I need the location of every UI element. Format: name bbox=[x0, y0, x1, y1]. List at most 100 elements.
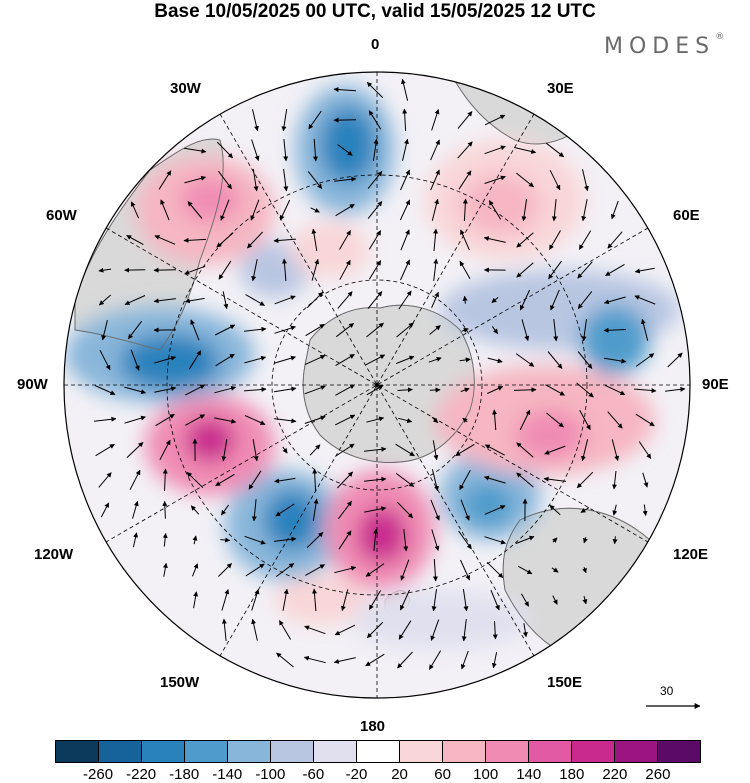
wind-vector bbox=[244, 535, 266, 545]
wind-vector bbox=[634, 267, 655, 274]
wind-vector bbox=[395, 472, 415, 488]
negative-anomaly-ring-a bbox=[350, 590, 530, 650]
colorbar-cell bbox=[529, 741, 572, 762]
wind-vector bbox=[577, 291, 593, 309]
wind-vector bbox=[400, 559, 410, 581]
wind-vector bbox=[399, 199, 411, 221]
wind-vector bbox=[334, 624, 356, 636]
map-boundary bbox=[63, 71, 691, 699]
wind-vector bbox=[245, 563, 265, 577]
wind-vector bbox=[396, 322, 414, 338]
wind-vector bbox=[185, 384, 206, 396]
colorbar-cell bbox=[314, 741, 357, 762]
colorbar-tick-label: 60 bbox=[434, 766, 451, 783]
wind-vector bbox=[184, 147, 207, 154]
wind-vector bbox=[311, 588, 317, 612]
wind-vector bbox=[312, 138, 318, 162]
wind-vector bbox=[544, 445, 566, 455]
colorbar-tick-label: -180 bbox=[169, 766, 200, 783]
wind-vector bbox=[155, 413, 175, 427]
wind-vector bbox=[162, 532, 168, 547]
wind-vector bbox=[458, 530, 472, 550]
wind-vector bbox=[337, 500, 353, 520]
wind-vector bbox=[428, 650, 442, 670]
colorbar-tick-labels: -260 -220 -180 -140 -100 -60 -20 20 60 100 140 180 2… bbox=[0, 766, 750, 783]
wind-vector bbox=[221, 589, 230, 611]
wind-vector bbox=[635, 413, 655, 427]
positive-anomaly-155w bbox=[275, 575, 365, 625]
wind-vector bbox=[607, 231, 623, 249]
wind-vector bbox=[307, 171, 323, 189]
wind-vector bbox=[581, 439, 589, 462]
wind-vector bbox=[633, 388, 657, 394]
wind-vector bbox=[154, 386, 177, 393]
latitude-circle-middle bbox=[166, 174, 588, 596]
south-america-coast bbox=[74, 138, 224, 351]
wind-vector bbox=[553, 319, 559, 342]
positive-anomaly-105e-core bbox=[515, 410, 585, 460]
wind-vector bbox=[431, 589, 437, 612]
wind-vector bbox=[304, 625, 326, 635]
wind-vector bbox=[366, 621, 384, 639]
wind-vector bbox=[515, 353, 535, 367]
wind-vector bbox=[162, 468, 168, 492]
wind-vector bbox=[397, 651, 413, 669]
lon-label-30w: 30W bbox=[170, 80, 201, 97]
wind-vector bbox=[403, 529, 409, 552]
wind-vector bbox=[185, 414, 206, 426]
wind-vector bbox=[400, 259, 410, 281]
wind-vector bbox=[98, 294, 112, 306]
wind-vector bbox=[547, 351, 563, 369]
wind-vector bbox=[484, 114, 506, 126]
wind-vector bbox=[430, 619, 440, 641]
wind-vector bbox=[220, 504, 230, 516]
wind-vector bbox=[431, 529, 440, 551]
wind-vector bbox=[603, 327, 627, 333]
wind-vector bbox=[305, 564, 326, 576]
wind-vector bbox=[581, 319, 587, 342]
wind-vector bbox=[582, 169, 589, 192]
wind-vector bbox=[333, 87, 357, 93]
wind-vector bbox=[582, 567, 587, 574]
wind-vector bbox=[368, 110, 382, 130]
wind-vector bbox=[94, 416, 117, 422]
wind-vector bbox=[250, 199, 260, 221]
wind-vector bbox=[222, 291, 229, 310]
wind-vector bbox=[364, 446, 387, 452]
wind-vector bbox=[274, 325, 296, 334]
wind-vector bbox=[312, 468, 318, 492]
wind-vector bbox=[334, 176, 357, 182]
wind-vector bbox=[579, 410, 591, 431]
wind-vector bbox=[642, 472, 649, 488]
wind-vector bbox=[459, 260, 471, 279]
wind-vector bbox=[215, 353, 235, 367]
colorbar-cell bbox=[142, 741, 185, 762]
lon-label-120w: 120W bbox=[34, 546, 74, 563]
wind-vector bbox=[162, 562, 168, 577]
colorbar-cell bbox=[486, 741, 529, 762]
wind-vector bbox=[99, 349, 111, 371]
wind-vector bbox=[366, 416, 385, 423]
wind-vector bbox=[461, 328, 469, 333]
wind-vector bbox=[460, 229, 470, 251]
wind-vector bbox=[274, 295, 296, 305]
colorbar-tick-label: 220 bbox=[602, 766, 628, 783]
lon-label-150e: 150E bbox=[547, 674, 583, 691]
wind-vector bbox=[221, 439, 228, 462]
wind-vector bbox=[491, 297, 499, 303]
negative-anomaly-85e-core bbox=[580, 305, 650, 375]
colorbar-tick-label: -260 bbox=[83, 766, 114, 783]
wind-vector bbox=[311, 258, 320, 281]
wind-vector bbox=[153, 298, 176, 304]
colorbar-cell bbox=[271, 741, 314, 762]
wind-vector bbox=[251, 618, 258, 641]
wind-vector bbox=[132, 500, 139, 519]
wind-vector bbox=[275, 563, 295, 577]
wind-vector bbox=[430, 499, 440, 521]
wind-vector bbox=[367, 201, 383, 219]
wind-vector bbox=[460, 650, 469, 670]
wind-vector bbox=[635, 353, 655, 367]
wind-vector bbox=[184, 265, 206, 275]
wind-vector bbox=[430, 139, 440, 161]
wind-vector bbox=[214, 417, 237, 424]
